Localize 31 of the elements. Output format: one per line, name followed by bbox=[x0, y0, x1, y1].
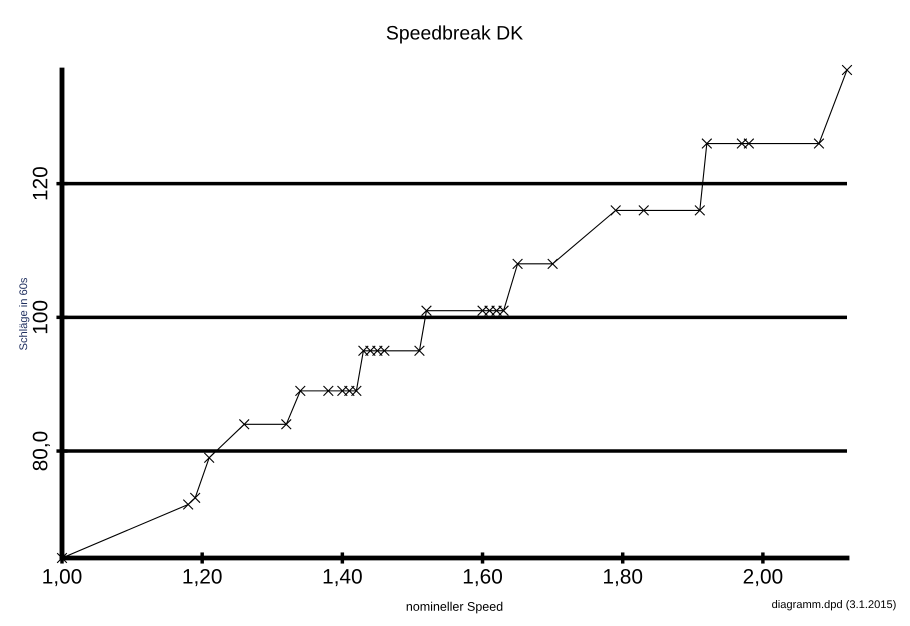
point bbox=[512, 258, 523, 270]
point bbox=[182, 499, 194, 510]
point bbox=[814, 138, 824, 149]
y-tick-label: 100 bbox=[32, 300, 48, 334]
x-tick-label: 2,00 bbox=[744, 568, 782, 586]
y-tick-label: 80,0 bbox=[32, 432, 50, 470]
chart-title: Speedbreak DK bbox=[386, 25, 523, 44]
x-tick-label: 1,40 bbox=[324, 568, 362, 586]
x-tick-label: 1,80 bbox=[604, 568, 642, 586]
point bbox=[190, 492, 201, 504]
y-axis-title: Schläge in 60s bbox=[19, 278, 30, 350]
point bbox=[694, 204, 706, 216]
text: diagramm.dpd (3.1.2015) bbox=[772, 600, 896, 610]
x-tick-label: 1,00 bbox=[43, 568, 82, 586]
point bbox=[414, 345, 425, 356]
point bbox=[842, 64, 852, 76]
point bbox=[238, 418, 250, 430]
point bbox=[610, 204, 622, 216]
point bbox=[547, 258, 558, 270]
x-axis-title: nomineller Speed bbox=[406, 602, 502, 614]
point bbox=[638, 204, 650, 216]
point bbox=[294, 385, 306, 396]
point bbox=[56, 552, 68, 564]
point bbox=[280, 418, 292, 430]
point bbox=[701, 138, 712, 149]
point bbox=[322, 385, 334, 396]
point bbox=[204, 452, 215, 464]
y-tick-label: 120 bbox=[32, 167, 48, 200]
x-tick-label: 1,60 bbox=[464, 568, 502, 586]
point bbox=[421, 305, 432, 316]
x-tick-label: 1,20 bbox=[183, 568, 222, 586]
